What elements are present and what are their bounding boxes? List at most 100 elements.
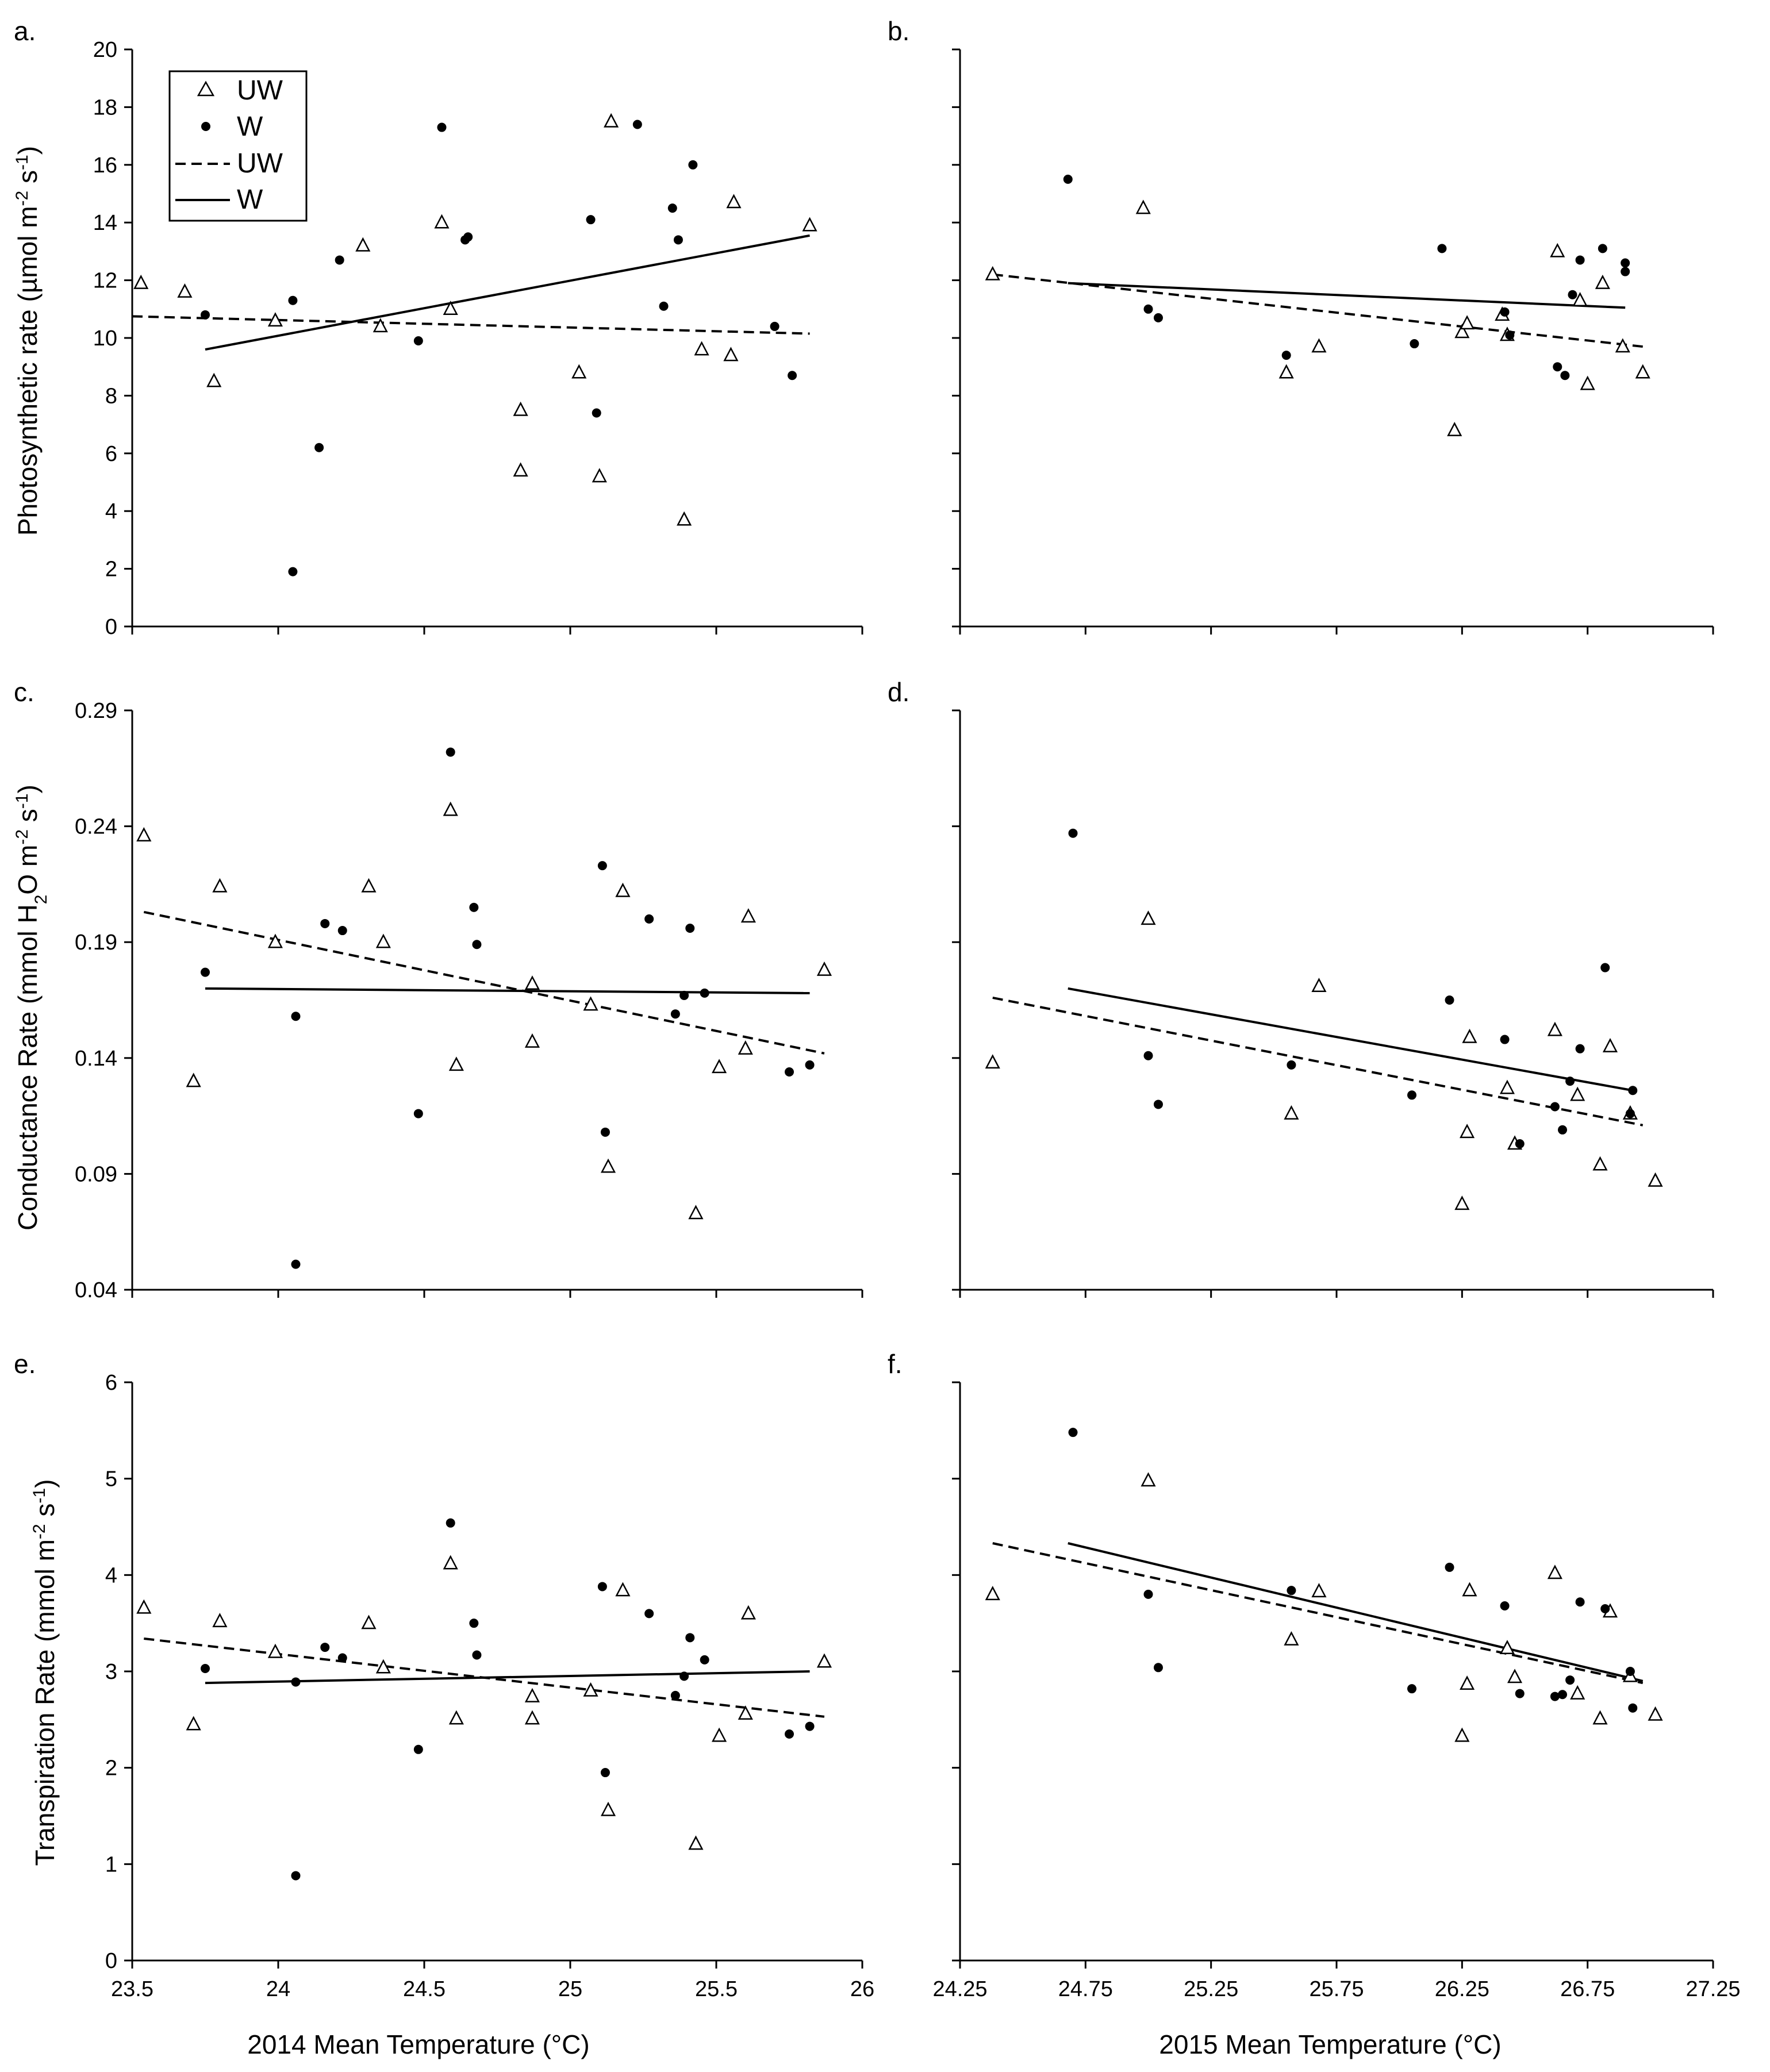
trendline-w-e xyxy=(205,1670,810,1685)
y-tick-label-a: 10 xyxy=(93,326,117,351)
data-point-w-f xyxy=(1445,1562,1454,1572)
data-point-uw-a xyxy=(604,113,619,128)
trendline-uw-b xyxy=(992,273,1643,348)
y-tick-label-e: 5 xyxy=(105,1467,117,1491)
data-point-uw-e xyxy=(600,1801,616,1816)
data-point-uw-d xyxy=(1462,1028,1477,1043)
data-point-w-f xyxy=(1153,1663,1163,1673)
y-tick-label-c: 0.29 xyxy=(75,699,117,723)
data-point-uw-a xyxy=(373,318,388,333)
data-point-uw-c xyxy=(212,878,228,893)
data-point-uw-b xyxy=(1635,364,1650,379)
data-point-uw-f xyxy=(1592,1710,1608,1725)
data-point-w-f xyxy=(1628,1703,1638,1713)
data-point-uw-a xyxy=(434,214,450,229)
data-point-w-e xyxy=(805,1721,815,1731)
data-point-uw-c xyxy=(740,908,756,923)
y-tick-label-e: 3 xyxy=(105,1660,117,1684)
data-point-uw-a xyxy=(571,364,587,379)
trendline-w-f xyxy=(1068,1542,1644,1682)
data-point-w-c xyxy=(291,1259,301,1269)
x-tick-label-f: 24.25 xyxy=(932,1977,987,2001)
data-point-w-e xyxy=(670,1690,680,1700)
data-point-uw-d xyxy=(1547,1021,1562,1036)
trendline-w-b xyxy=(1068,282,1626,309)
data-point-uw-c xyxy=(448,1056,464,1071)
data-point-uw-f xyxy=(1460,1675,1475,1690)
x-tick-label-f: 26.25 xyxy=(1435,1977,1489,2001)
data-point-w-b xyxy=(1621,267,1630,276)
data-point-uw-a xyxy=(723,347,739,362)
data-point-w-d xyxy=(1558,1125,1567,1135)
data-point-uw-e xyxy=(212,1613,228,1628)
y-tick-label-e: 6 xyxy=(105,1371,117,1395)
data-point-w-a xyxy=(437,122,447,132)
data-point-w-f xyxy=(1625,1667,1635,1676)
data-point-uw-c xyxy=(524,1033,540,1048)
data-point-w-c xyxy=(685,924,695,933)
y-tick-label-a: 6 xyxy=(105,442,117,466)
data-point-w-f xyxy=(1600,1604,1610,1614)
data-point-uw-d xyxy=(1141,910,1156,925)
trendline-uw-a xyxy=(132,315,810,335)
data-point-uw-d xyxy=(1592,1156,1608,1171)
data-point-w-c xyxy=(291,1012,301,1021)
data-point-uw-f xyxy=(1141,1472,1156,1487)
legend-triangle-marker xyxy=(197,80,215,97)
data-point-uw-a xyxy=(133,274,149,289)
data-point-w-a xyxy=(413,336,423,346)
x-tick-label-e: 26 xyxy=(850,1977,874,2001)
y-tick-label-a: 0 xyxy=(105,615,117,639)
data-point-w-c xyxy=(644,914,654,924)
data-point-w-b xyxy=(1553,362,1562,372)
data-point-w-c xyxy=(670,1009,680,1019)
y-tick-label-c: 0.09 xyxy=(75,1162,117,1186)
data-point-uw-c xyxy=(361,878,377,893)
data-point-w-e xyxy=(597,1582,607,1592)
data-point-w-d xyxy=(1445,995,1454,1005)
data-point-uw-e xyxy=(186,1716,201,1731)
data-point-uw-e xyxy=(375,1659,391,1674)
data-point-w-b xyxy=(1153,313,1163,322)
y-tick-label-a: 14 xyxy=(93,211,117,235)
data-point-uw-a xyxy=(267,312,283,327)
x-tick-label-f: 24.75 xyxy=(1058,1977,1113,2001)
data-point-uw-f xyxy=(1311,1583,1327,1598)
y-tick-label-a: 20 xyxy=(93,38,117,62)
data-point-uw-d xyxy=(1460,1124,1475,1139)
data-point-w-f xyxy=(1407,1684,1416,1694)
data-point-w-c xyxy=(597,861,607,871)
x-tick-label-e: 23.5 xyxy=(111,1977,153,2001)
data-point-w-c xyxy=(337,926,347,936)
data-point-uw-b xyxy=(1615,338,1630,353)
data-point-w-a xyxy=(288,567,298,576)
data-point-uw-e xyxy=(136,1599,152,1614)
data-point-uw-f xyxy=(985,1586,1000,1601)
data-point-w-e xyxy=(600,1768,610,1778)
data-point-uw-c xyxy=(267,933,283,948)
y-tick-label-c: 0.04 xyxy=(75,1278,117,1302)
y-tick-label-a: 8 xyxy=(105,384,117,408)
legend-box xyxy=(168,70,308,222)
data-point-uw-e xyxy=(267,1643,283,1658)
data-point-w-e xyxy=(472,1650,482,1660)
data-point-w-a xyxy=(688,160,698,170)
data-point-w-c xyxy=(785,1067,794,1077)
data-point-uw-a xyxy=(592,468,607,483)
data-point-uw-d xyxy=(1311,978,1327,993)
data-point-w-c xyxy=(679,990,689,1000)
data-point-uw-c xyxy=(738,1040,753,1055)
legend-label-w-trend: W xyxy=(237,184,263,215)
y-tick-label-c: 0.19 xyxy=(75,931,117,955)
data-point-w-f xyxy=(1550,1692,1560,1701)
data-point-uw-e xyxy=(448,1710,464,1725)
data-point-uw-a xyxy=(694,341,709,356)
data-point-uw-d xyxy=(1454,1195,1470,1210)
panel-label-f: f. xyxy=(888,1349,903,1379)
data-point-uw-b xyxy=(1550,243,1565,257)
data-point-w-e xyxy=(320,1643,330,1652)
data-point-w-a xyxy=(788,371,797,380)
y-tick-label-a: 12 xyxy=(93,269,117,293)
data-point-w-a xyxy=(632,120,642,129)
